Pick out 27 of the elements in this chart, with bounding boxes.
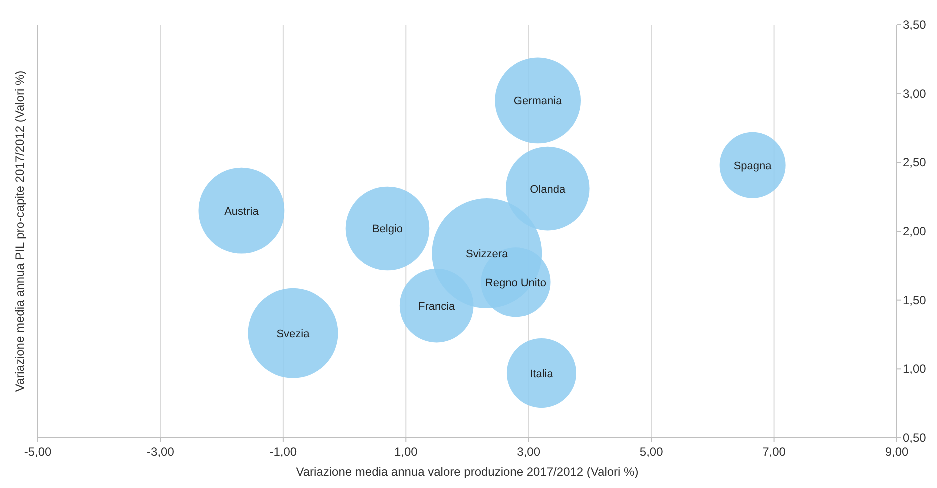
y-tick-label: 2,00 [903,224,927,238]
series-label: Spagna [734,160,773,172]
series-label: Germania [514,96,564,108]
x-tick-label: 1,00 [394,445,418,459]
series-label: Regno Unito [485,277,547,290]
series-label: Olanda [530,184,566,196]
x-tick-label: -1,00 [270,445,298,459]
y-tick-label: 3,50 [903,18,927,32]
y-tick-label: 3,00 [903,86,927,101]
series-label: Austria [224,206,260,218]
x-tick-label: 9,00 [885,445,909,459]
y-tick-label: 2,50 [903,156,927,170]
x-tick-label: -5,00 [24,445,52,459]
x-tick-label: 5,00 [640,445,664,459]
x-tick-label: 7,00 [762,445,786,459]
x-axis-title: Variazione media annua valore produzione 2017/2012 (Valori %) [296,465,639,479]
y-tick-label: 1,50 [903,293,927,308]
x-tick-label: -3,00 [147,445,175,459]
series-label: Svezia [276,328,311,340]
y-tick-label: 1,00 [903,362,927,376]
x-tick-label: 3,00 [517,445,541,459]
y-tick-label: 0,50 [903,431,927,445]
series-label: Svizzera [466,248,510,261]
series-label: Italia [530,368,554,380]
y-axis-title: Variazione media annua PIL pro-capite 2017/2012 (Valori %) [13,70,27,392]
series-label: Belgio [372,224,404,236]
series-label: Francia [418,300,456,313]
